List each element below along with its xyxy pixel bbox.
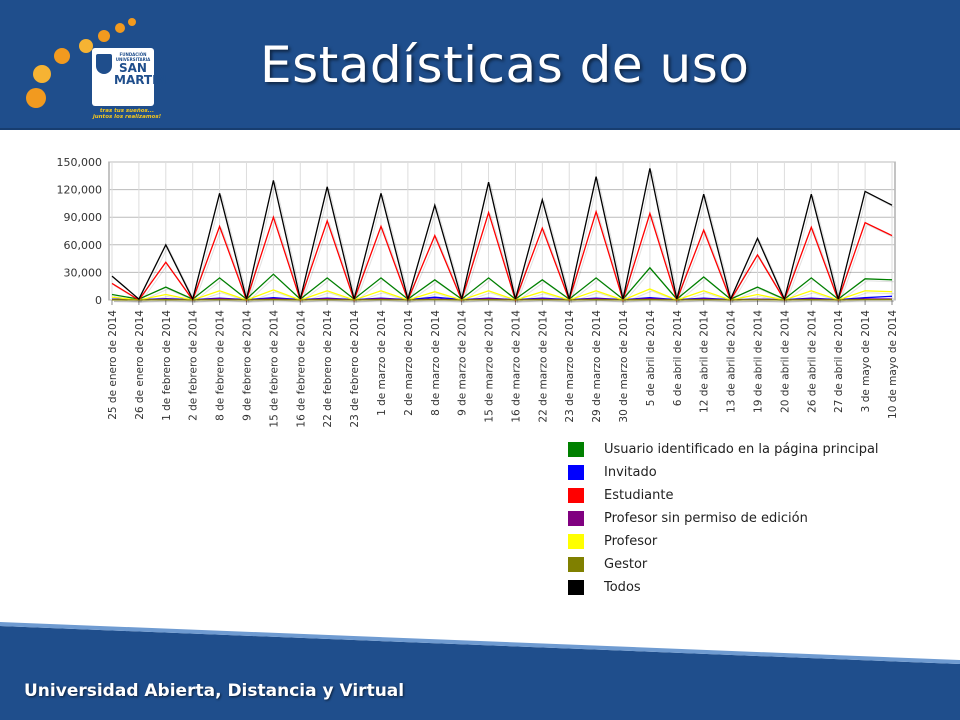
slide-header: FUNDACIÓN UNIVERSITARIA SAN MARTIN tras …	[0, 0, 960, 130]
x-tick-label: 23 de febrero de 2014	[349, 310, 361, 428]
logo-tagline-1: tras tus sueños...	[99, 108, 155, 114]
y-tick-label: 90,000	[64, 211, 103, 224]
y-tick-label: 30,000	[64, 266, 103, 279]
x-tick-label: 5 de abril de 2014	[645, 310, 657, 407]
logo-badge: FUNDACIÓN UNIVERSITARIA SAN MARTIN	[92, 48, 167, 106]
y-tick-label: 150,000	[57, 156, 103, 169]
x-tick-label: 12 de abril de 2014	[699, 310, 711, 413]
x-tick-label: 26 de enero de 2014	[134, 310, 146, 420]
legend-swatch	[568, 580, 584, 595]
series-shadow	[113, 300, 895, 303]
legend-label: Estudiante	[604, 488, 674, 503]
x-tick-label: 15 de marzo de 2014	[484, 310, 496, 423]
x-tick-label: 13 de abril de 2014	[726, 310, 738, 413]
legend-swatch	[568, 511, 584, 526]
x-tick-label: 30 de marzo de 2014	[618, 310, 630, 423]
logo-line1: SAN	[119, 61, 147, 75]
x-tick-label: 3 de mayo de 2014	[860, 310, 872, 413]
x-tick-label: 1 de febrero de 2014	[161, 310, 173, 421]
x-tick-label: 16 de marzo de 2014	[510, 310, 522, 423]
legend-entry: Todos	[568, 576, 908, 599]
series-line	[111, 266, 893, 301]
x-tick-label: 16 de febrero de 2014	[295, 310, 307, 428]
x-tick-label: 6 de abril de 2014	[672, 310, 684, 407]
legend-label: Usuario identificado en la página princi…	[604, 442, 879, 457]
legend-swatch	[568, 534, 584, 549]
logo-tagline-2: juntos los realizamos!	[92, 114, 162, 120]
legend-swatch	[568, 442, 584, 457]
x-tick-label: 22 de febrero de 2014	[322, 310, 334, 428]
series-shadow	[113, 297, 895, 303]
x-tick-label: 20 de abril de 2014	[779, 310, 791, 413]
legend-label: Todos	[604, 580, 641, 595]
x-tick-label: 25 de enero de 2014	[107, 310, 119, 420]
legend-entry: Gestor	[568, 553, 908, 576]
logo-dots-icon	[26, 18, 136, 108]
legend-label: Profesor	[604, 534, 658, 549]
logo-tagline: tras tus sueños... juntos los realizamos…	[92, 108, 162, 120]
x-tick-label: 10 de mayo de 2014	[887, 310, 899, 419]
legend-entry: Invitado	[568, 461, 908, 484]
x-tick-label: 27 de abril de 2014	[833, 310, 845, 413]
x-tick-label: 15 de febrero de 2014	[268, 310, 280, 428]
legend-entry: Usuario identificado en la página princi…	[568, 438, 908, 461]
x-tick-label: 8 de marzo de 2014	[430, 310, 442, 416]
university-logo: FUNDACIÓN UNIVERSITARIA SAN MARTIN tras …	[22, 14, 167, 120]
legend-swatch	[568, 557, 584, 572]
x-tick-label: 9 de febrero de 2014	[241, 310, 253, 421]
chart-legend: Usuario identificado en la página princi…	[568, 438, 908, 599]
chart-series	[111, 168, 895, 304]
logo-line2: MARTIN	[114, 73, 167, 87]
x-tick-label: 8 de febrero de 2014	[215, 310, 227, 421]
legend-swatch	[568, 465, 584, 480]
x-tick-label: 29 de marzo de 2014	[591, 310, 603, 423]
x-tick-label: 19 de abril de 2014	[753, 310, 765, 413]
legend-swatch	[568, 488, 584, 503]
logo-small-text: FUNDACIÓN UNIVERSITARIA	[115, 52, 151, 62]
x-tick-label: 1 de marzo de 2014	[376, 310, 388, 416]
series-shadow	[113, 170, 895, 304]
y-tick-label: 60,000	[64, 239, 103, 252]
x-tick-label: 2 de marzo de 2014	[403, 310, 415, 416]
x-tick-label: 26 de abril de 2014	[806, 310, 818, 413]
logo-name: SAN MARTIN	[114, 61, 167, 87]
footer-text: Universidad Abierta, Distancia y Virtual	[24, 681, 405, 701]
series-line	[111, 209, 893, 303]
x-axis: 25 de enero de 2014 26 de enero de 2014 1 …	[107, 300, 899, 428]
x-tick-label: 22 de marzo de 2014	[537, 310, 549, 423]
legend-label: Invitado	[604, 465, 657, 480]
y-axis: 0 30,000 60,000 90,000 120,000 150,000	[57, 156, 103, 307]
x-tick-label: 2 de febrero de 2014	[188, 310, 200, 421]
legend-entry: Profesor sin permiso de edición	[568, 507, 908, 530]
shield-icon	[96, 54, 112, 74]
legend-label: Profesor sin permiso de edición	[604, 511, 808, 526]
page-title: Estadísticas de uso	[260, 36, 750, 94]
y-tick-label: 120,000	[57, 184, 103, 197]
x-tick-label: 23 de marzo de 2014	[564, 310, 576, 423]
legend-label: Gestor	[604, 557, 648, 572]
legend-entry: Estudiante	[568, 484, 908, 507]
y-tick-label: 0	[95, 294, 102, 307]
legend-entry: Profesor	[568, 530, 908, 553]
series-line	[111, 168, 893, 302]
series-line	[111, 288, 893, 301]
usage-line-chart: 0 30,000 60,000 90,000 120,000 150,000 25 de …	[57, 156, 900, 428]
x-tick-label: 9 de marzo de 2014	[457, 310, 469, 416]
